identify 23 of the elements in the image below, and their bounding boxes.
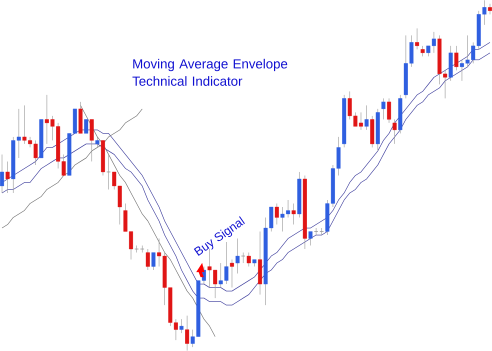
candlestick [84,119,88,134]
candlestick [185,315,190,351]
candlestick [392,119,397,144]
text: Moving Average Envelope Technical Indicator [132,58,288,86]
candlestick [454,46,458,71]
candlestick [146,248,150,270]
candlestick [95,136,100,148]
candlestick [106,154,111,190]
candlestick [179,318,184,334]
candlestick [0,154,4,194]
candlestick [420,46,425,57]
candlestick [364,105,369,130]
candlestick [292,203,296,225]
candlestick [151,252,156,270]
candlestick [6,161,10,194]
candlestick [308,231,313,246]
candlestick [90,119,94,162]
candlestick [274,203,279,225]
candlestick [240,252,246,264]
candlestick [381,98,386,120]
candlestick [230,259,234,288]
candlestick [415,28,420,50]
candlestick [387,98,392,124]
